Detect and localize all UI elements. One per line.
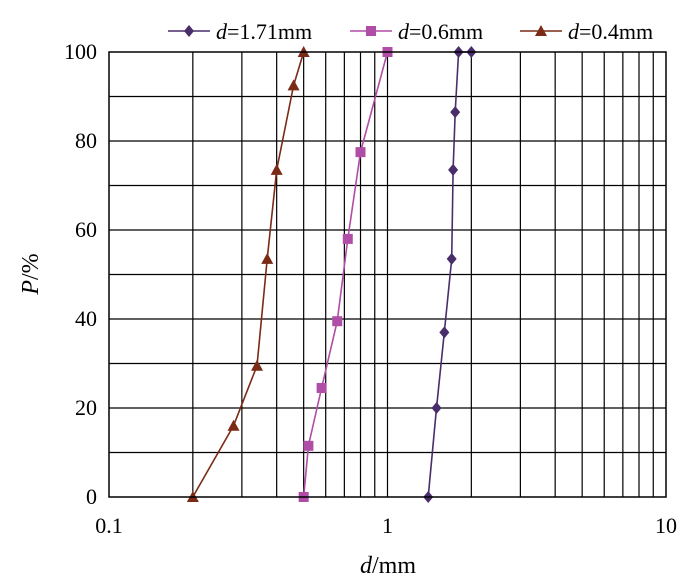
data-point xyxy=(316,382,327,393)
y-tick-label: 20 xyxy=(75,395,97,420)
grid xyxy=(109,52,666,497)
y-axis-title: P/% xyxy=(18,253,44,295)
data-point xyxy=(303,440,314,451)
plot-area xyxy=(108,51,667,498)
data-point xyxy=(261,252,274,264)
legend-item: d=1.71mm xyxy=(168,19,312,44)
x-axis-title: d/mm xyxy=(360,553,416,579)
x-tick-label: 10 xyxy=(655,513,677,538)
legend-label: d=0.4mm xyxy=(568,19,653,44)
data-point xyxy=(439,326,450,339)
y-tick-label: 80 xyxy=(75,128,97,153)
data-point xyxy=(366,26,376,36)
data-point xyxy=(251,359,264,371)
y-tick-label: 40 xyxy=(75,306,97,331)
x-tick-label: 0.1 xyxy=(95,513,123,538)
y-axis: 0 20 40 60 80 100 xyxy=(64,39,97,509)
data-point xyxy=(446,252,457,265)
x-axis: 0.1 1 10 xyxy=(95,513,677,538)
legend-item: d=0.4mm xyxy=(520,19,653,44)
data-point xyxy=(342,233,353,244)
legend-item: d=0.6mm xyxy=(350,19,483,44)
legend: d=1.71mm d=0.6mm d=0.4mm xyxy=(168,19,653,44)
data-point xyxy=(450,106,461,119)
data-point xyxy=(332,316,343,327)
x-tick-label: 1 xyxy=(382,513,393,538)
data-point xyxy=(287,79,300,91)
data-point xyxy=(184,25,194,37)
y-tick-label: 0 xyxy=(86,484,97,509)
data-point xyxy=(270,163,283,175)
data-point xyxy=(535,25,547,36)
y-tick-label: 100 xyxy=(64,39,97,64)
data-point xyxy=(355,147,366,158)
legend-label: d=1.71mm xyxy=(216,19,312,44)
series-line xyxy=(427,51,472,498)
y-tick-label: 60 xyxy=(75,217,97,242)
data-point xyxy=(227,419,240,431)
data-point xyxy=(431,402,442,414)
legend-label: d=0.6mm xyxy=(398,19,483,44)
data-point xyxy=(448,163,459,176)
